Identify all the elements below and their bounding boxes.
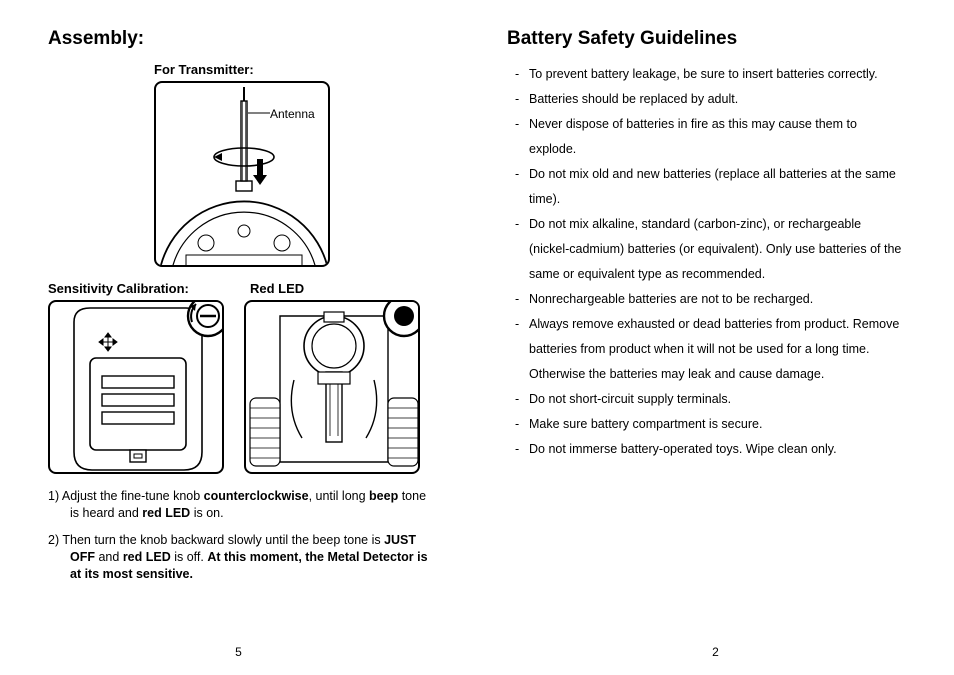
step1-text4: is on. [190,506,223,520]
step-1: 1) Adjust the fine-tune knob countercloc… [48,488,437,522]
step-2: 2) Then turn the knob backward slowly un… [48,532,437,583]
red-led-column: Red LED [244,281,420,474]
figure-row: Sensitivity Calibration: [48,281,437,474]
page-number-left: 5 [0,645,477,659]
page-left: Assembly: For Transmitter: [0,0,477,675]
step1-text: 1) Adjust the fine-tune knob [48,489,204,503]
guideline-item: Batteries should be replaced by adult. [507,87,904,112]
step1-text2: , until long [309,489,369,503]
step1-bold2: beep [369,489,398,503]
red-led-label: Red LED [250,281,420,296]
instruction-steps: 1) Adjust the fine-tune knob countercloc… [48,488,437,582]
transmitter-heading: For Transmitter: [154,62,437,77]
step2-text2: and [95,550,123,564]
step2-text: 2) Then turn the knob backward slowly un… [48,533,384,547]
figure-antenna-wrap: Antenna [154,81,330,267]
guideline-item: Make sure battery compartment is secure. [507,412,904,437]
guideline-item: Do not mix old and new batteries (replac… [507,162,904,212]
sensitivity-label: Sensitivity Calibration: [48,281,224,296]
guideline-item: Nonrechargeable batteries are not to be … [507,287,904,312]
guidelines-list: To prevent battery leakage, be sure to i… [507,62,904,462]
led-indicator-icon [380,300,420,340]
guideline-item: Always remove exhausted or dead batterie… [507,312,904,387]
guideline-item: Never dispose of batteries in fire as th… [507,112,904,162]
guideline-item: Do not mix alkaline, standard (carbon-zi… [507,212,904,287]
assembly-title: Assembly: [48,28,437,50]
guideline-item: Do not short-circuit supply terminals. [507,387,904,412]
antenna-label: Antenna [270,107,315,121]
page-number-right: 2 [477,645,954,659]
step2-text3: is off. [171,550,208,564]
figure-sensitivity [48,300,224,474]
step1-bold1: counterclockwise [204,489,309,503]
guideline-item: To prevent battery leakage, be sure to i… [507,62,904,87]
figure-red-led [244,300,420,474]
knob-icon [184,300,224,340]
sensitivity-column: Sensitivity Calibration: [48,281,224,474]
step1-bold3: red LED [142,506,190,520]
step2-bold2: red LED [123,550,171,564]
battery-title: Battery Safety Guidelines [507,28,904,50]
page-right: Battery Safety Guidelines To prevent bat… [477,0,954,675]
guideline-item: Do not immerse battery-operated toys. Wi… [507,437,904,462]
